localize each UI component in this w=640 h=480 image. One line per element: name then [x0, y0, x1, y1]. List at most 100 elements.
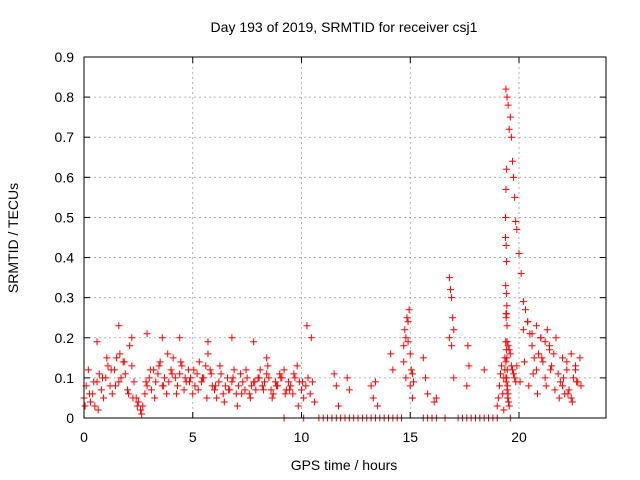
data-point: [306, 390, 314, 398]
data-point: [293, 362, 301, 370]
data-point: [287, 382, 295, 390]
data-point: [246, 394, 254, 402]
data-point: [502, 85, 510, 93]
data-point: [403, 314, 411, 322]
y-tick-label: 0.8: [55, 89, 75, 105]
data-point: [91, 402, 99, 410]
data-points: [80, 85, 585, 422]
data-point: [543, 326, 551, 334]
data-point: [500, 406, 508, 414]
data-point: [524, 318, 532, 326]
data-point: [228, 378, 236, 386]
data-point: [502, 213, 510, 221]
data-point: [537, 334, 545, 342]
data-point: [213, 394, 221, 402]
data-point: [115, 322, 123, 330]
data-point: [424, 390, 432, 398]
data-point: [532, 322, 540, 330]
data-point: [345, 386, 353, 394]
data-point: [505, 398, 513, 406]
data-point: [502, 290, 510, 298]
data-point: [191, 382, 199, 390]
data-point: [247, 382, 255, 390]
data-point: [563, 358, 571, 366]
data-point: [406, 382, 414, 390]
data-point: [190, 366, 198, 374]
data-point: [252, 386, 260, 394]
data-point: [276, 370, 284, 378]
data-point: [159, 382, 167, 390]
data-point: [169, 354, 177, 362]
data-point: [538, 354, 546, 362]
data-point: [130, 378, 138, 386]
data-point: [164, 350, 172, 358]
data-point: [215, 378, 223, 386]
x-tick-label: 0: [80, 429, 88, 445]
chart-title: Day 193 of 2019, SRMTID for receiver csj…: [211, 19, 478, 35]
data-point: [512, 217, 520, 225]
data-point: [93, 338, 101, 346]
data-point: [250, 338, 258, 346]
data-point: [430, 398, 438, 406]
data-point: [171, 374, 179, 382]
data-point: [502, 185, 510, 193]
data-point: [511, 193, 519, 201]
data-point: [194, 386, 202, 394]
data-point: [552, 334, 560, 342]
data-point: [261, 378, 269, 386]
data-point: [207, 370, 215, 378]
data-point: [503, 302, 511, 310]
data-point: [230, 366, 238, 374]
data-point: [125, 390, 133, 398]
data-point: [522, 306, 530, 314]
data-point: [146, 366, 154, 374]
data-point: [299, 378, 307, 386]
data-point: [560, 374, 568, 382]
x-axis-label: GPS time / hours: [291, 457, 398, 473]
data-point: [163, 390, 171, 398]
data-point: [104, 362, 112, 370]
data-point: [369, 394, 377, 402]
data-point: [256, 366, 264, 374]
y-axis-label: SRMTID / TECUs: [5, 183, 21, 293]
data-point: [311, 398, 319, 406]
data-point: [550, 350, 558, 358]
data-point: [502, 165, 510, 173]
data-point: [505, 402, 513, 410]
data-point: [448, 294, 456, 302]
data-point: [291, 374, 299, 382]
y-tick-label: 0.1: [55, 370, 75, 386]
data-point: [302, 382, 310, 390]
data-point: [265, 374, 273, 382]
data-point: [503, 322, 511, 330]
data-point: [151, 394, 159, 402]
data-point: [84, 366, 92, 374]
data-point: [87, 398, 95, 406]
data-point: [507, 133, 515, 141]
data-point: [160, 374, 168, 382]
data-point: [519, 326, 527, 334]
data-point: [225, 386, 233, 394]
data-point: [556, 378, 564, 386]
data-point: [237, 370, 245, 378]
data-point: [98, 374, 106, 382]
data-point: [502, 234, 510, 241]
data-point: [464, 342, 472, 350]
data-point: [245, 390, 253, 398]
data-point: [508, 157, 516, 165]
data-point: [400, 342, 408, 350]
data-point: [535, 350, 543, 358]
data-point: [551, 386, 559, 394]
data-point: [572, 366, 580, 374]
data-point: [174, 382, 182, 390]
data-point: [448, 342, 456, 350]
data-point: [263, 370, 271, 378]
data-point: [517, 270, 525, 278]
data-point: [258, 382, 266, 390]
data-point: [504, 394, 512, 402]
plot-frame: [83, 56, 607, 419]
data-point: [272, 382, 280, 390]
data-point: [498, 362, 506, 370]
data-point: [494, 394, 502, 402]
